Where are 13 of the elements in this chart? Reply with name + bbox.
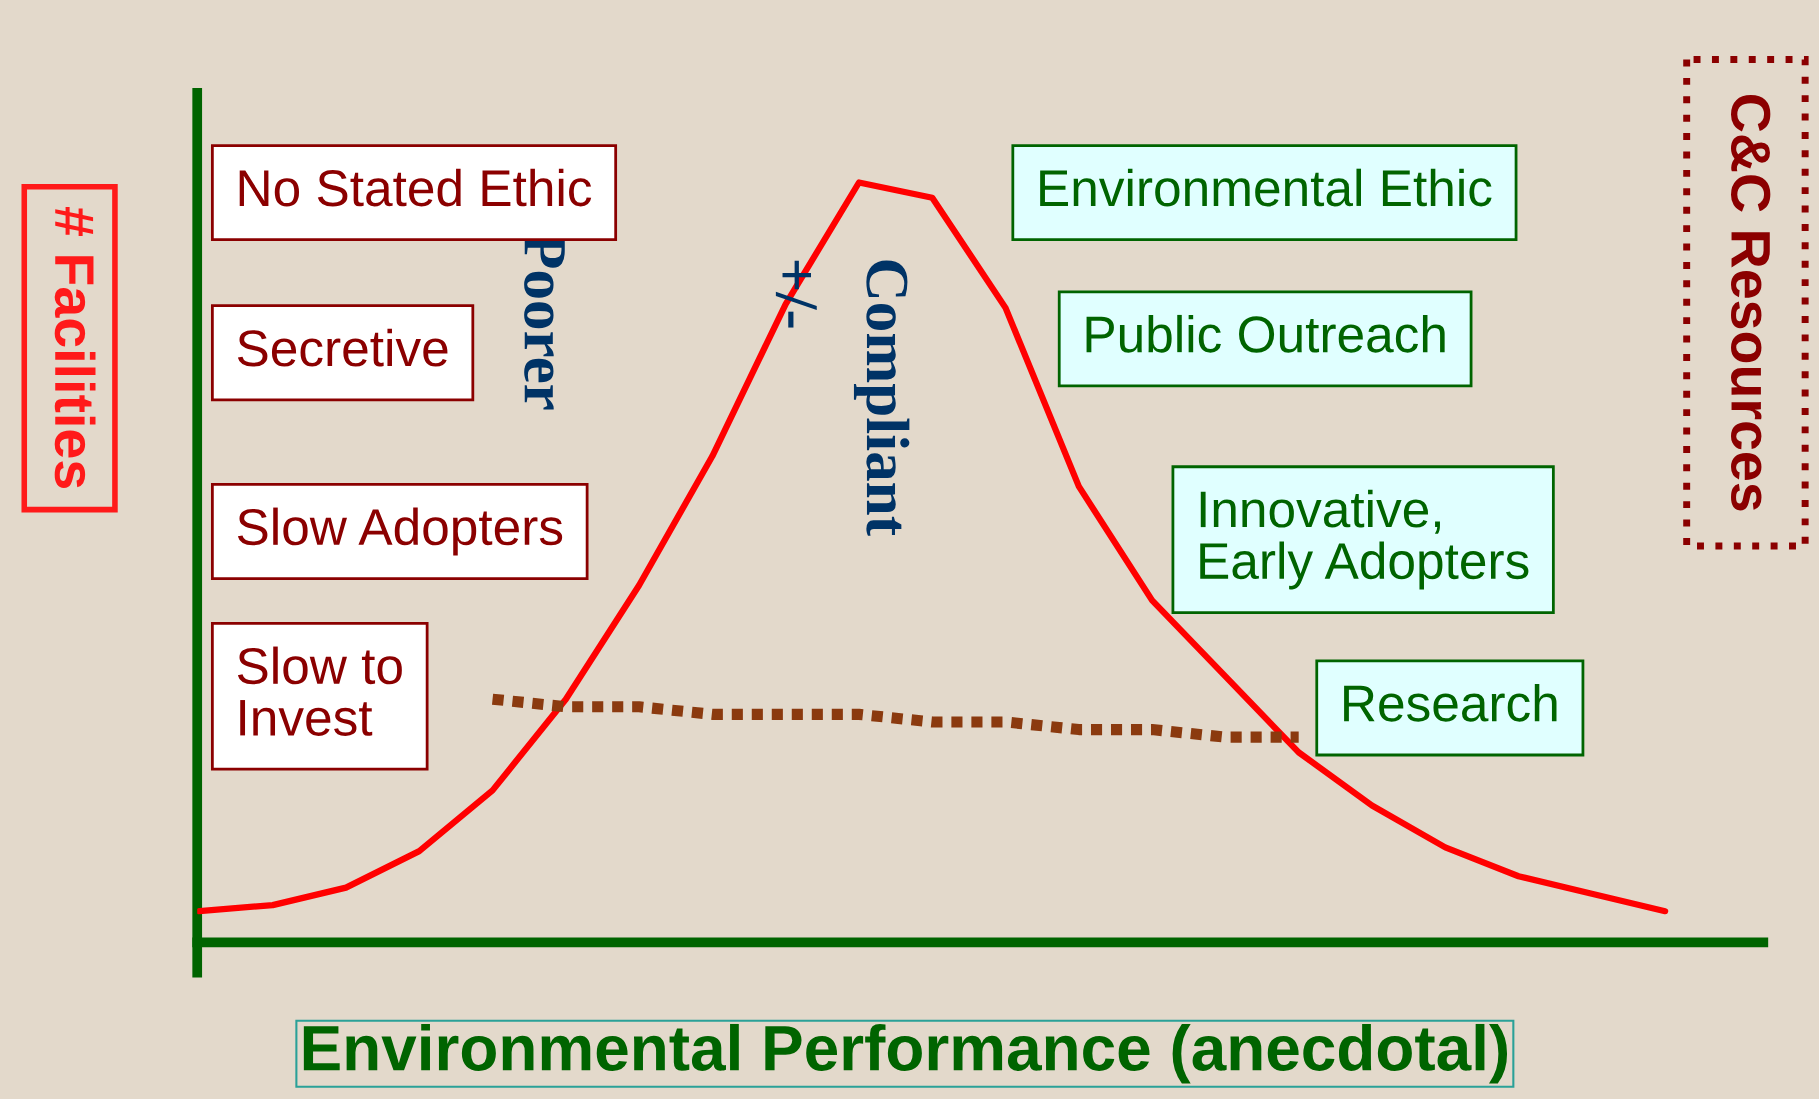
annotation: Compliant [853, 260, 910, 536]
annotation: Research [1344, 683, 1557, 722]
y-axis-title: # Facilities [54, 207, 96, 488]
annotation: C&C Resources [1731, 95, 1771, 511]
annotation: Secretive [237, 328, 448, 367]
annotation: Environmental Ethic [1040, 168, 1492, 207]
annotation: No Stated Ethic [239, 168, 592, 207]
annotation: +/- [775, 260, 817, 328]
annotation: Slow to Invest [237, 646, 402, 736]
x-axis-title: Environmental Performance (anecdotal) [303, 1023, 1508, 1084]
annotation: Slow Adopters [237, 507, 563, 556]
annotation: Public Outreach [1086, 314, 1445, 353]
annotation: Innovative, Early Adopters [1200, 489, 1529, 590]
